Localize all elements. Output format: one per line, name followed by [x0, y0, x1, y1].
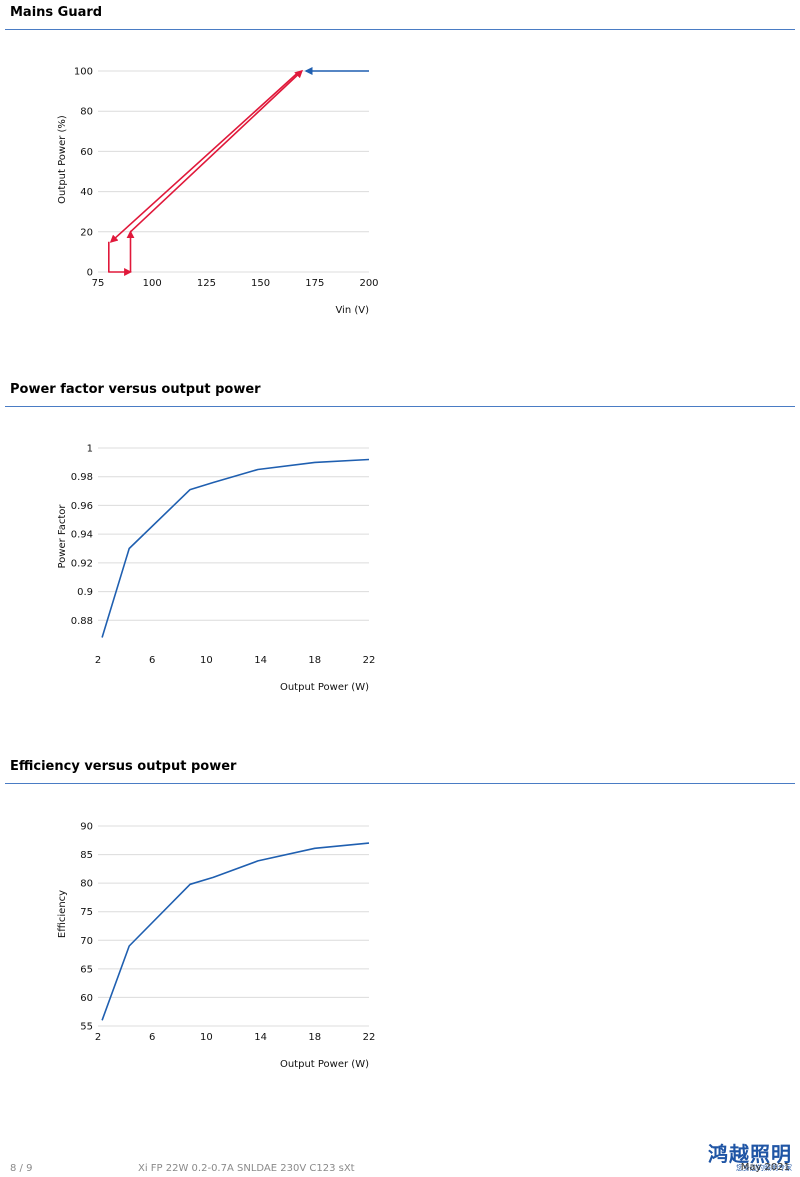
y-tick-label: 0.9	[77, 587, 93, 598]
x-tick-label: 10	[200, 655, 213, 666]
y-tick-label: 0.94	[71, 530, 93, 541]
mains-guard-chart: 0 20 40 60 80 100 75 100 125 150 175 200 Vin (V) Outp…	[57, 67, 379, 317]
x-axis-label: Vin (V)	[335, 305, 369, 316]
y-axis-label: Efficiency	[57, 890, 68, 938]
y-tick-label: 0.88	[71, 616, 93, 627]
series-line	[101, 842, 370, 1021]
power-factor-chart: 0.88 0.9 0.92 0.94 0.96 0.98 1 2 6 10 14 18 22 Output…	[57, 444, 376, 694]
x-tick-label: 100	[143, 278, 162, 289]
y-tick-label: 65	[80, 964, 93, 975]
x-tick-label: 18	[308, 1032, 321, 1043]
x-tick-label: 75	[92, 278, 105, 289]
x-tick-label: 125	[197, 278, 216, 289]
x-tick-label: 2	[95, 655, 101, 666]
y-tick-label: 75	[80, 907, 93, 918]
y-tick-label: 80	[80, 879, 93, 890]
y-tick-label: 55	[80, 1022, 93, 1033]
y-tick-label: 1	[87, 444, 93, 455]
publication-date: May 2021	[740, 1162, 790, 1173]
y-tick-label: 60	[80, 993, 93, 1004]
y-tick-label: 0.96	[71, 501, 93, 512]
logo-text: 鸿越照明	[708, 1142, 792, 1166]
y-axis-label: Power Factor	[57, 504, 68, 569]
y-tick-label: 85	[80, 850, 93, 861]
y-tick-label: 40	[80, 187, 93, 198]
x-axis-label: Output Power (W)	[280, 1059, 369, 1070]
logo-subtext: 您身边的照明专家	[736, 1164, 792, 1172]
x-axis-label: Output Power (W)	[280, 682, 369, 693]
x-tick-label: 150	[251, 278, 270, 289]
product-name: Xi FP 22W 0.2-0.7A SNLDAE 230V C123 sXt	[138, 1163, 355, 1174]
x-tick-label: 2	[95, 1032, 101, 1043]
x-tick-label: 10	[200, 1032, 213, 1043]
y-tick-label: 70	[80, 936, 93, 947]
efficiency-chart: 55 60 65 70 75 80 85 90 2 6 10 14 18 22 Output Power (…	[57, 822, 376, 1071]
x-tick-label: 6	[149, 1032, 155, 1043]
x-tick-label: 22	[363, 655, 376, 666]
section-title-power-factor: Power factor versus output power	[10, 382, 261, 397]
x-tick-label: 14	[254, 1032, 267, 1043]
y-tick-label: 60	[80, 147, 93, 158]
x-tick-label: 18	[308, 655, 321, 666]
page-number: 8 / 9	[10, 1163, 33, 1174]
section-divider	[5, 783, 795, 784]
series-line	[109, 72, 299, 243]
y-tick-label: 20	[80, 227, 93, 238]
x-tick-label: 175	[305, 278, 324, 289]
section-divider	[5, 29, 795, 30]
y-tick-label: 100	[74, 67, 93, 78]
y-tick-label: 0.92	[71, 558, 93, 569]
series-line	[108, 241, 133, 276]
section-title-efficiency: Efficiency versus output power	[10, 759, 237, 774]
x-tick-label: 6	[149, 655, 155, 666]
series-line	[101, 458, 370, 638]
y-tick-label: 0.98	[71, 472, 93, 483]
section-title-mains-guard: Mains Guard	[10, 5, 103, 20]
x-tick-label: 200	[359, 278, 378, 289]
x-tick-label: 22	[363, 1032, 376, 1043]
y-tick-label: 0	[87, 268, 93, 279]
y-axis-label: Output Power (%)	[57, 115, 68, 204]
y-tick-label: 80	[80, 107, 93, 118]
company-logo: 鸿越照明 您身边的照明专家	[708, 1144, 792, 1172]
y-tick-label: 90	[80, 822, 93, 833]
series-line	[129, 69, 303, 233]
section-divider	[5, 406, 795, 407]
x-tick-label: 14	[254, 655, 267, 666]
